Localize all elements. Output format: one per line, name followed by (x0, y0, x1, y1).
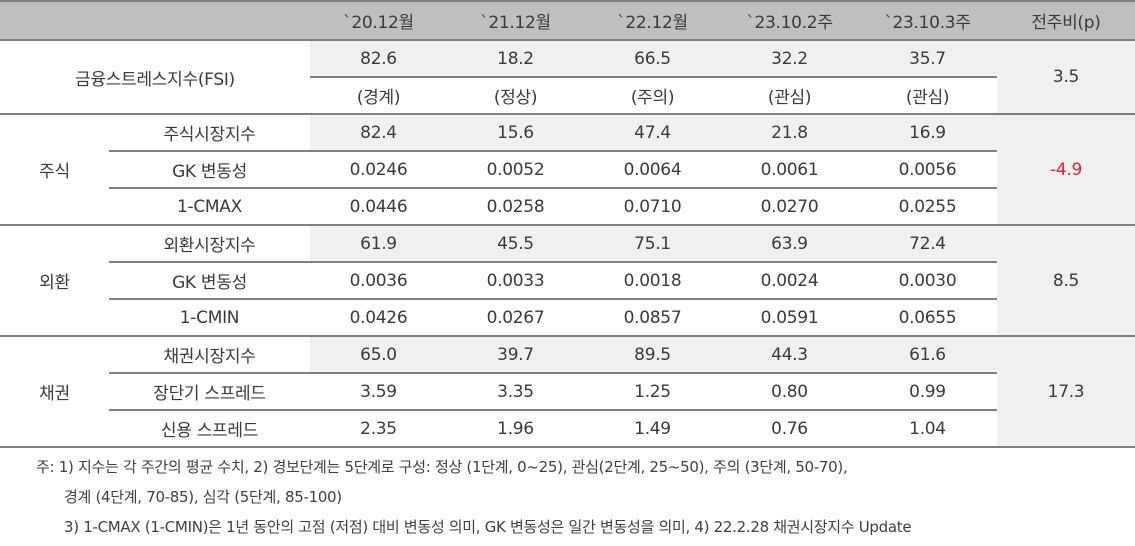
cell: 1.04 (858, 409, 997, 448)
table-row: GK 변동성 0.0036 0.0033 0.0018 0.0024 0.003… (0, 261, 1135, 299)
table-row: GK 변동성 0.0246 0.0052 0.0064 0.0061 0.005… (0, 150, 1135, 188)
table-row: 주식 주식시장지수 82.4 15.6 47.4 21.8 16.9 -4.9 (0, 114, 1135, 226)
fsi-value: 66.5 (584, 40, 721, 77)
header-blank (0, 0, 310, 41)
header-col: `21.12월 (447, 0, 584, 41)
cell: 44.3 (721, 336, 858, 373)
cell: 0.0255 (858, 187, 997, 226)
group-label-bond: 채권 (0, 336, 109, 448)
fsi-level: (주의) (584, 76, 721, 115)
row-label: 장단기 스프레드 (109, 372, 310, 410)
cell: 0.0033 (447, 261, 584, 299)
row-label: 1-CMIN (109, 298, 310, 337)
group-label-stock: 주식 (0, 114, 109, 226)
cell: 15.6 (447, 114, 584, 151)
row-label: 주식시장지수 (163, 125, 256, 145)
cell: 75.1 (584, 225, 721, 262)
table-row: 신용 스프레드 2.35 1.96 1.49 0.76 1.04 (0, 409, 1135, 448)
cell: 0.0061 (721, 150, 858, 188)
cell: 39.7 (447, 336, 584, 373)
cell: 0.99 (858, 372, 997, 410)
fsi-level: (정상) (447, 76, 584, 115)
cell: 0.0710 (584, 187, 721, 226)
header-col-diff: 전주비(p) (997, 0, 1135, 41)
table-row: 1-CMIN 0.0426 0.0267 0.0857 0.0591 0.065… (0, 298, 1135, 337)
footnotes: 주: 1) 지수는 각 주간의 평균 수치, 2) 경보단계는 5단계로 구성:… (36, 452, 912, 542)
cell: 45.5 (447, 225, 584, 262)
fsi-level: (관심) (858, 76, 997, 115)
cell: 0.0270 (721, 187, 858, 226)
cell: 21.8 (721, 114, 858, 151)
table-row: 채권 채권시장지수 65.0 39.7 89.5 44.3 61.6 17.3 (0, 336, 1135, 448)
group-label-fx: 외환 (0, 225, 109, 337)
fsi-label: 금융스트레스지수(FSI) (0, 40, 310, 115)
fsi-diff: 3.5 (997, 40, 1135, 115)
table-row: 장단기 스프레드 3.59 3.35 1.25 0.80 0.99 (0, 372, 1135, 410)
fsi-level: (관심) (721, 76, 858, 115)
cell: 0.0246 (310, 150, 447, 188)
cell: 1.49 (584, 409, 721, 448)
fsi-value: 32.2 (721, 40, 858, 77)
fsi-table: `20.12월 `21.12월 `22.12월 `23.10.2주 `23.10… (0, 0, 1135, 448)
cell: 0.0024 (721, 261, 858, 299)
footnote-line: 주: 1) 지수는 각 주간의 평균 수치, 2) 경보단계는 5단계로 구성:… (36, 458, 848, 476)
header-row: `20.12월 `21.12월 `22.12월 `23.10.2주 `23.10… (0, 0, 1135, 41)
footnote-line: 경계 (4단계, 70-85), 심각 (5단계, 85-100) (64, 488, 342, 506)
cell: 63.9 (721, 225, 858, 262)
cell: 0.0258 (447, 187, 584, 226)
row-label: GK 변동성 (109, 261, 310, 299)
cell: 0.0052 (447, 150, 584, 188)
group-diff-fx: 8.5 (997, 225, 1135, 337)
header-col: `23.10.2주 (721, 0, 858, 41)
cell: 0.80 (721, 372, 858, 410)
cell: 2.35 (310, 409, 447, 448)
cell: 0.76 (721, 409, 858, 448)
row-label: GK 변동성 (109, 150, 310, 188)
fsi-values-row: 금융스트레스지수(FSI) 82.6 18.2 66.5 32.2 35.7 3… (0, 40, 1135, 115)
cell: 0.0064 (584, 150, 721, 188)
cell: 0.0857 (584, 298, 721, 337)
fsi-value: 35.7 (858, 40, 997, 77)
cell: 72.4 (858, 225, 997, 262)
table-row: 외환 외환시장지수 61.9 45.5 75.1 63.9 72.4 8.5 (0, 225, 1135, 337)
row-label: 신용 스프레드 (109, 409, 310, 448)
cell: 61.6 (858, 336, 997, 373)
cell: 0.0426 (310, 298, 447, 337)
group-diff-bond: 17.3 (997, 336, 1135, 448)
row-label: 외환시장지수 (163, 236, 256, 256)
table-row: 1-CMAX 0.0446 0.0258 0.0710 0.0270 0.025… (0, 187, 1135, 226)
cell: 61.9 (310, 225, 447, 262)
cell: 0.0018 (584, 261, 721, 299)
cell: 0.0030 (858, 261, 997, 299)
header-col: `20.12월 (310, 0, 447, 41)
fsi-level: (경계) (310, 76, 447, 115)
cell: 0.0446 (310, 187, 447, 226)
cell: 0.0056 (858, 150, 997, 188)
row-label: 채권시장지수 (163, 347, 256, 367)
cell: 89.5 (584, 336, 721, 373)
cell: 0.0036 (310, 261, 447, 299)
header-col: `23.10.3주 (858, 0, 997, 41)
footnote-line: 3) 1-CMAX (1-CMIN)은 1년 동안의 고점 (저점) 대비 변동… (64, 518, 912, 536)
cell: 0.0655 (858, 298, 997, 337)
cell: 1.96 (447, 409, 584, 448)
cell: 47.4 (584, 114, 721, 151)
fsi-value: 18.2 (447, 40, 584, 77)
cell: 82.4 (310, 114, 447, 151)
row-label: 1-CMAX (109, 187, 310, 226)
cell: 3.59 (310, 372, 447, 410)
cell: 65.0 (310, 336, 447, 373)
cell: 0.0591 (721, 298, 858, 337)
cell: 16.9 (858, 114, 997, 151)
fsi-value: 82.6 (310, 40, 447, 77)
cell: 0.0267 (447, 298, 584, 337)
group-diff-stock: -4.9 (997, 114, 1135, 226)
fsi-levels-row: (경계) (정상) (주의) (관심) (관심) (0, 76, 1135, 115)
cell: 3.35 (447, 372, 584, 410)
header-col: `22.12월 (584, 0, 721, 41)
cell: 1.25 (584, 372, 721, 410)
